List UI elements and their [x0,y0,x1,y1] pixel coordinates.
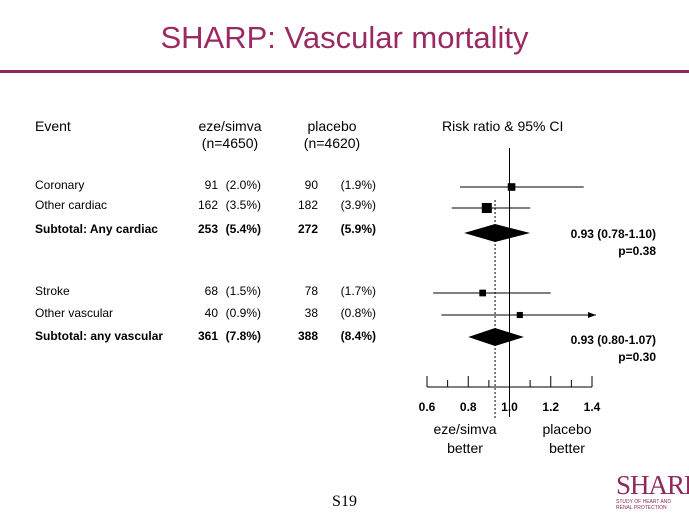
x-tick-label: 1.0 [501,400,518,414]
table-row: Subtotal: Any cardiac 253 (5.4%) 272 (5.… [0,222,400,240]
group1-percent: (3.5%) [225,198,261,212]
logo-subtitle-1: Study of Heart and [616,499,672,505]
group2-name: placebo [307,118,357,134]
slide-number: S19 [332,493,357,510]
event-label: Stroke [35,284,70,298]
group2-percent: (5.9%) [340,222,376,236]
right-better-line2: better [549,440,585,456]
group1-percent: (1.5%) [225,284,261,298]
group1-percent: (0.9%) [225,306,261,320]
point-estimate-square [516,311,523,319]
left-better-label: eze/simva better [420,420,510,458]
group1-percent: (5.4%) [225,222,261,236]
group1-count: (n=4650) [201,135,259,151]
group1-percent: (7.8%) [225,329,261,343]
group2-events: 90 [304,178,318,192]
x-tick-label: 0.6 [419,400,436,414]
pooled-diamond [464,224,531,242]
summary-ci: 0.93 (0.78-1.10) [570,227,656,241]
group2-events: 182 [297,198,318,212]
x-tick-label: 1.2 [542,400,559,414]
logo-subtitle-2: Renal Protection [616,505,667,511]
right-better-line1: placebo [542,421,592,437]
event-label: Other vascular [35,306,114,320]
group2-percent: (8.4%) [340,329,376,343]
table-row: Coronary 91 (2.0%) 90 (1.9%) [0,178,400,196]
group2-percent: (1.9%) [340,178,376,192]
group1-events: 68 [204,284,218,298]
left-better-line2: better [447,440,483,456]
group1-events: 253 [197,222,218,236]
group2-events: 388 [297,329,318,343]
event-label: Subtotal: any vascular [35,329,164,343]
title-divider [0,70,689,73]
summary-ci: 0.93 (0.80-1.07) [570,333,656,347]
group2-percent: (1.7%) [340,284,376,298]
point-estimate-square [507,183,516,191]
summary-vascular: 0.93 (0.80-1.07) p=0.30 [540,332,656,366]
event-label: Other cardiac [35,198,108,212]
ci-arrow [588,312,596,318]
point-estimate-square [479,289,487,297]
table-row: Subtotal: any vascular 361 (7.8%) 388 (8… [0,329,400,347]
summary-p-value: p=0.38 [618,244,656,258]
group2-events: 272 [297,222,318,236]
group1-header: eze/simva (n=4650) [190,118,270,152]
group2-count: (n=4620) [303,135,361,151]
group2-percent: (3.9%) [340,198,376,212]
summary-p-value: p=0.30 [618,350,656,364]
pooled-diamond [468,328,524,346]
point-estimate-square [481,203,492,213]
group1-percent: (2.0%) [225,178,261,192]
slide-title: SHARP: Vascular mortality [160,20,529,55]
group2-percent: (0.8%) [340,306,376,320]
table-row: Other cardiac 162 (3.5%) 182 (3.9%) [0,198,400,216]
group1-events: 361 [197,329,218,343]
event-header: Event [35,118,71,134]
group1-events: 162 [197,198,218,212]
group1-events: 40 [204,306,218,320]
table-row: Stroke 68 (1.5%) 78 (1.7%) [0,284,400,302]
logo-wordmark: SHARP [616,470,689,500]
left-better-line1: eze/simva [433,421,497,437]
summary-cardiac: 0.93 (0.78-1.10) p=0.38 [540,226,656,260]
right-better-label: placebo better [522,420,612,458]
ratio-header: Risk ratio & 95% CI [442,118,564,134]
event-label: Subtotal: Any cardiac [35,222,158,236]
sharp-logo: SHARP Study of Heart and Renal Protectio… [616,470,689,514]
x-tick-label: 0.8 [460,400,477,414]
event-label: Coronary [35,178,85,192]
group2-events: 38 [304,306,318,320]
table-row: Other vascular 40 (0.9%) 38 (0.8%) [0,306,400,324]
group2-header: placebo (n=4620) [292,118,372,152]
group1-events: 91 [204,178,218,192]
group1-name: eze/simva [198,118,262,134]
group2-events: 78 [304,284,318,298]
x-tick-label: 1.4 [584,400,601,414]
